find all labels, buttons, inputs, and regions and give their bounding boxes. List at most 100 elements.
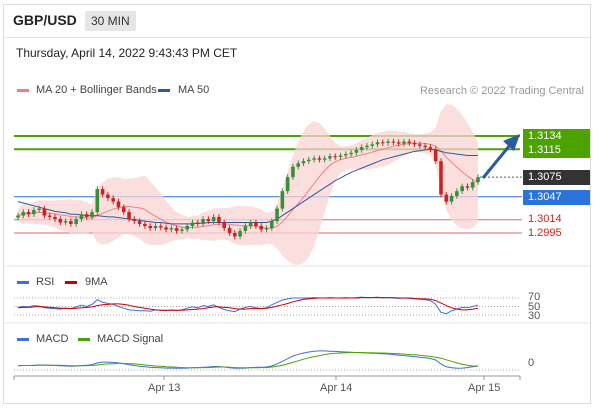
ma50-swatch <box>158 89 170 92</box>
rsi-line <box>17 296 479 315</box>
ma20-swatch <box>17 89 29 92</box>
candle-body <box>243 226 248 231</box>
ma50-legend: MA 50 <box>178 84 210 96</box>
candle-body <box>418 144 422 146</box>
candle-body <box>58 219 63 223</box>
macd-signal-line <box>18 352 479 369</box>
candle-body <box>116 201 121 208</box>
price-label-2: 1.2995 <box>528 227 562 239</box>
candle-body <box>21 212 26 216</box>
candle-body <box>53 216 57 220</box>
candle-body <box>238 230 242 237</box>
candle-body <box>275 208 279 222</box>
candle-body <box>402 141 406 144</box>
candle-body <box>322 158 327 160</box>
candle-body <box>222 222 227 229</box>
candle-body <box>338 155 343 157</box>
candle-body <box>63 221 68 223</box>
candle-body <box>476 177 480 183</box>
candle-body <box>285 177 290 192</box>
price-badge-1: 1.3134 <box>523 129 590 144</box>
candle-body <box>291 166 295 178</box>
target-arrow-head <box>503 134 520 151</box>
candle-body <box>317 158 322 160</box>
candle-body <box>439 161 443 195</box>
candle-body <box>455 191 459 197</box>
candle-body <box>211 216 216 222</box>
candle-body <box>143 223 147 227</box>
candle-body <box>359 147 364 150</box>
candle-body <box>90 212 94 217</box>
candle-body <box>148 226 152 229</box>
candle-body <box>254 222 258 227</box>
price-badge-support: 1.3047 <box>523 190 590 205</box>
candle-body <box>301 161 306 164</box>
ma50-line <box>17 148 478 225</box>
candle-body <box>32 209 36 215</box>
candle-body <box>190 222 195 227</box>
candle-body <box>433 149 438 162</box>
candle-body <box>386 141 390 143</box>
candle-body <box>137 221 142 224</box>
x-label-apr15: Apr 15 <box>468 382 501 394</box>
candle-body <box>37 208 41 210</box>
candle-body <box>296 163 301 167</box>
candle-body <box>47 215 52 217</box>
timestamp: Thursday, April 14, 2022 9:43:43 PM CET <box>16 46 238 60</box>
bollinger-band <box>18 104 478 266</box>
candle-body <box>74 219 78 224</box>
candle-body <box>132 219 137 222</box>
candle-body <box>444 194 449 202</box>
candle-body <box>280 191 285 209</box>
candle-body <box>375 142 380 145</box>
candle-body <box>127 212 131 220</box>
header-divider <box>4 37 590 38</box>
candle-body <box>206 219 211 222</box>
candle-body <box>69 221 73 224</box>
candle-body <box>470 182 475 188</box>
candle-body <box>354 149 359 153</box>
candle-body <box>227 228 232 233</box>
research-credit: Research © 2022 Trading Central <box>419 85 584 97</box>
candle-body <box>153 226 158 229</box>
candle-body <box>79 214 84 220</box>
ma20-line <box>17 142 479 229</box>
candle-body <box>164 227 168 230</box>
price-badge-2: 1.3115 <box>523 143 590 158</box>
macd-signal-legend: MACD Signal <box>97 333 164 345</box>
candle-body <box>16 215 20 218</box>
candle-body <box>269 221 274 229</box>
candle-body <box>26 212 31 215</box>
ma20-legend: MA 20 + Bollinger Bands <box>36 84 157 96</box>
candle-body <box>195 222 200 224</box>
candle-body <box>465 186 470 188</box>
candle-body <box>349 152 353 155</box>
candle-body <box>248 222 253 227</box>
rsi-level-50: 50 <box>528 301 541 313</box>
rsi-level-30: 30 <box>528 310 541 322</box>
rsi-level-70: 70 <box>528 291 541 303</box>
candle-body <box>381 142 385 144</box>
candle-body <box>365 145 369 148</box>
macd-signal-swatch <box>78 338 90 341</box>
candle-body <box>217 216 221 223</box>
candle-body <box>185 226 189 230</box>
candle-body <box>106 194 110 199</box>
candle-body <box>428 147 433 150</box>
price-label-1: 1.3014 <box>528 213 562 225</box>
candle-body <box>412 142 417 145</box>
candle-body <box>307 159 311 162</box>
candle-body <box>111 198 115 202</box>
candle-body <box>232 233 237 237</box>
rsi-legend: RSI <box>36 276 55 288</box>
price-badge-last: 1.3075 <box>523 170 590 185</box>
timeframe-badge[interactable]: 30 MIN <box>85 11 136 31</box>
macd-swatch <box>17 338 29 341</box>
candle-body <box>84 214 89 217</box>
candle-body <box>407 141 412 143</box>
x-label-apr14: Apr 14 <box>320 382 353 394</box>
candle-body <box>180 229 184 231</box>
candle-body <box>158 226 163 228</box>
rsi-ma-line <box>17 297 479 311</box>
